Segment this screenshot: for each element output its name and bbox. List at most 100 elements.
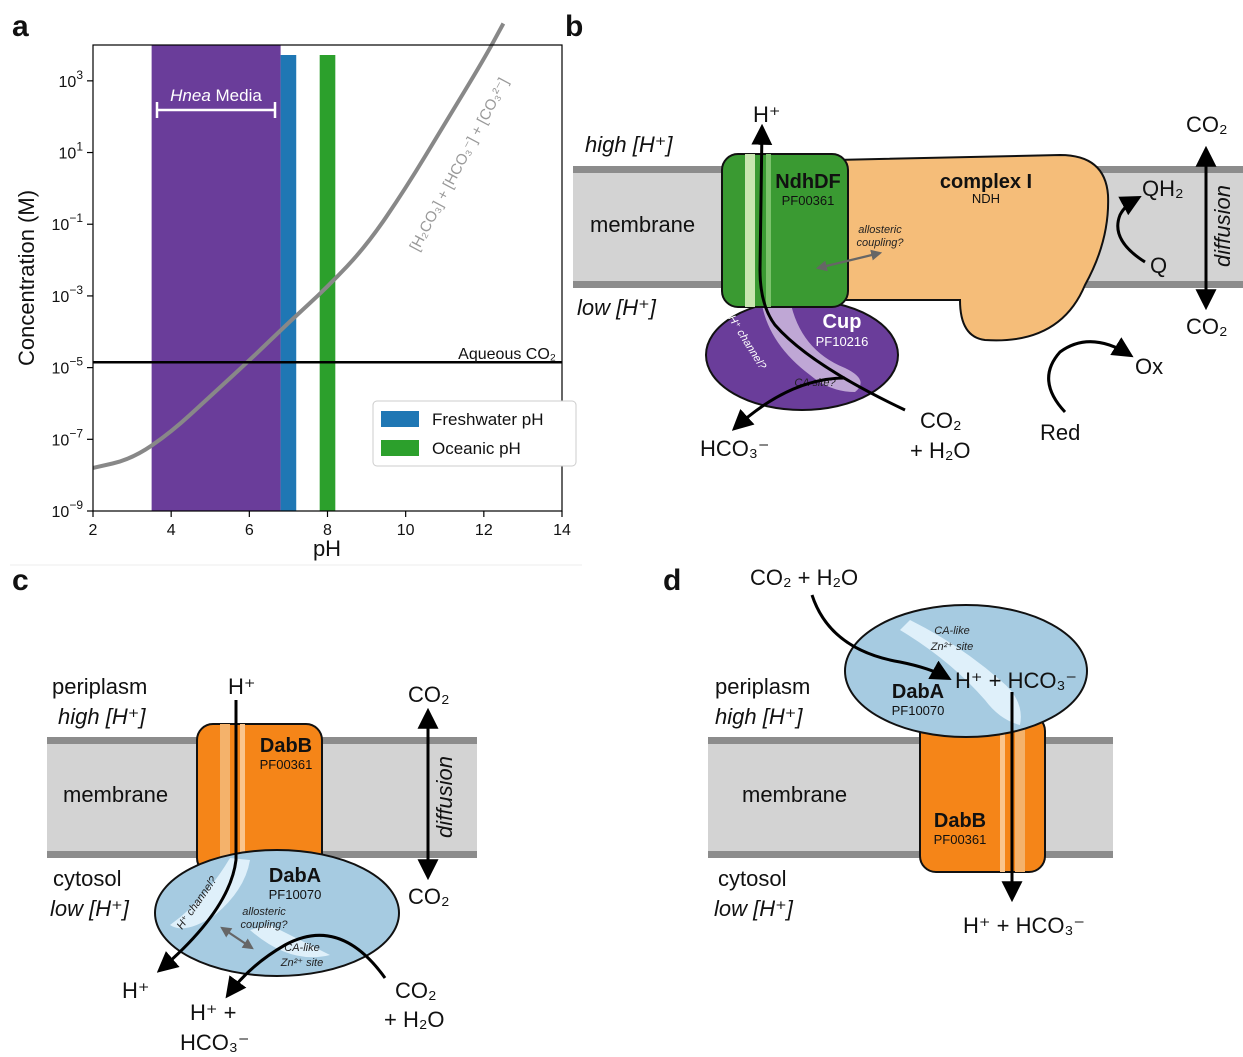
- y-tick-label: 10−9: [52, 498, 84, 521]
- dabb-label-d: DabB: [934, 810, 986, 832]
- co2-label-c: CO₂: [395, 978, 437, 1003]
- periplasm-label-d: periplasm: [715, 674, 810, 699]
- co2-bottom-b: CO₂: [1186, 314, 1228, 339]
- ca-like-label-d: CA-like: [934, 625, 969, 637]
- red-label: Red: [1040, 420, 1080, 445]
- panel-c-diagram: membrane periplasm high [H⁺] cytosol low…: [47, 674, 477, 1055]
- x-tick-label: 6: [245, 522, 254, 539]
- x-tick-label: 2: [89, 522, 98, 539]
- legend-swatch-oceanic: [381, 440, 419, 456]
- high-h-label-c: high [H⁺]: [58, 704, 146, 729]
- membrane-label-b: membrane: [590, 212, 695, 237]
- redox-arrow: [1047, 337, 1134, 414]
- x-tick-label: 4: [167, 522, 176, 539]
- y-tick-label: 10−1: [52, 211, 84, 234]
- aqueous-co2-label: Aqueous CO₂: [458, 346, 556, 363]
- zn-site-label-c: Zn²⁺ site: [280, 957, 323, 969]
- allosteric-arrow-c: [220, 926, 254, 950]
- membrane-label-d: membrane: [742, 782, 847, 807]
- h-plus-label-b: H⁺: [753, 102, 781, 127]
- y-tick-label: 103: [59, 68, 84, 91]
- quinone-arrow: [1116, 196, 1146, 264]
- series-total-carbonate: [92, 22, 506, 470]
- panel-label-c: c: [12, 564, 29, 597]
- coupling-label-b: coupling?: [856, 237, 904, 249]
- legend: Freshwater pH Oceanic pH: [372, 400, 577, 467]
- daba-label-d: DabA: [892, 681, 944, 703]
- legend-freshwater: Freshwater pH: [432, 410, 543, 429]
- daba-pf-d: PF10070: [892, 703, 945, 718]
- qh2-label: QH₂: [1142, 176, 1184, 201]
- dabb-protein-d: [919, 714, 1046, 873]
- y-tick-label: 10−3: [52, 283, 84, 306]
- allosteric-label-c: allosteric: [242, 906, 286, 918]
- hco3-label-c: HCO₃⁻: [180, 1030, 249, 1055]
- proton-path-b: [751, 123, 906, 412]
- co2-path-d: [810, 594, 952, 681]
- co2-top-c: CO₂: [408, 682, 450, 707]
- high-h-label-b: high [H⁺]: [585, 132, 673, 157]
- x-tick-label: 10: [397, 522, 415, 539]
- bottom-label-d: H⁺ + HCO₃⁻: [963, 913, 1085, 938]
- hplus-hco3-label-d: H⁺ + HCO₃⁻: [955, 668, 1077, 693]
- cup-pf: PF10216: [816, 334, 869, 349]
- complex-i: [834, 153, 1110, 342]
- periplasm-label-c: periplasm: [52, 674, 147, 699]
- ndhdf-label: NdhDF: [775, 171, 841, 193]
- cytosol-label-d: cytosol: [718, 866, 786, 891]
- daba-pf-c: PF10070: [269, 887, 322, 902]
- low-h-label-d: low [H⁺]: [714, 896, 794, 921]
- coupling-label-c: coupling?: [240, 919, 288, 931]
- panel-d-diagram: membrane periplasm high [H⁺] cytosol low…: [708, 565, 1113, 938]
- y-tick-label: 10−7: [52, 426, 84, 449]
- hco3-label-b: HCO₃⁻: [700, 436, 769, 461]
- x-tick-label: 12: [475, 522, 493, 539]
- dabb-pf-c: PF00361: [260, 757, 313, 772]
- legend-swatch-freshwater: [381, 411, 419, 427]
- panel-b-diagram: membrane high [H⁺] low [H⁺] complex I ND…: [573, 102, 1243, 463]
- band-hnea-media: [151, 45, 281, 511]
- co2-h2o-label-d: CO₂ + H₂O: [750, 565, 858, 590]
- bicarbonate-arrow-b: [731, 376, 846, 431]
- dabb-pf-d: PF00361: [934, 832, 987, 847]
- panel-label-b: b: [565, 10, 583, 43]
- x-tick-label: 14: [553, 522, 571, 539]
- band-oceanic-ph: [319, 55, 336, 511]
- y-tick-label: 101: [59, 140, 84, 163]
- membrane-label-c: membrane: [63, 782, 168, 807]
- high-h-label-d: high [H⁺]: [715, 704, 803, 729]
- q-label: Q: [1150, 253, 1167, 278]
- zn-site-label-d: Zn²⁺ site: [930, 641, 973, 653]
- h-plus-top-c: H⁺: [228, 674, 256, 699]
- co2-label-b: CO₂: [920, 408, 962, 433]
- ca-like-label-c: CA-like: [284, 942, 319, 954]
- co2-top-b: CO₂: [1186, 112, 1228, 137]
- complex-i-label: complex I: [940, 171, 1032, 193]
- diffusion-label-c: diffusion: [432, 756, 457, 838]
- y-axis-label: Concentration (M): [14, 190, 39, 366]
- low-h-label-c: low [H⁺]: [50, 896, 130, 921]
- legend-oceanic: Oceanic pH: [432, 439, 521, 458]
- h-plus-out-c: H⁺: [122, 978, 150, 1003]
- allosteric-label-b: allosteric: [858, 224, 902, 236]
- allosteric-arrow-b: [815, 249, 883, 272]
- diffusion-label-b: diffusion: [1210, 185, 1235, 267]
- x-axis-label: pH: [313, 536, 341, 561]
- dabb-label-c: DabB: [260, 735, 312, 757]
- hplus-plus-c: H⁺ +: [190, 1000, 236, 1025]
- ox-label: Ox: [1135, 354, 1163, 379]
- co2-bottom-c: CO₂: [408, 884, 450, 909]
- ndh-label: NDH: [972, 191, 1000, 206]
- hnea-media-label: Hnea Media: [170, 86, 262, 105]
- band-freshwater-ph: [280, 55, 297, 511]
- y-tick-label: 10−5: [52, 355, 84, 378]
- x-tick-label: 8: [323, 522, 332, 539]
- co2-path-c: [225, 933, 387, 999]
- cup-label: Cup: [823, 311, 862, 333]
- panel-label-a: a: [12, 10, 29, 43]
- low-h-label-b: low [H⁺]: [577, 295, 657, 320]
- h2o-label-b: + H₂O: [910, 438, 971, 463]
- proton-path-c: [156, 700, 238, 973]
